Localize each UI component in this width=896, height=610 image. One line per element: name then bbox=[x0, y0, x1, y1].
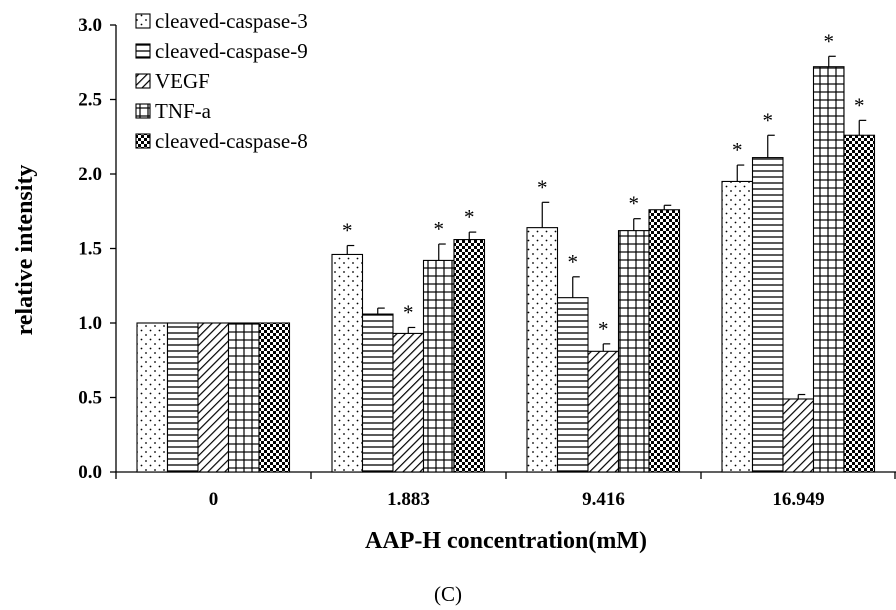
bar bbox=[556, 297, 589, 473]
bar bbox=[587, 350, 620, 473]
y-tick-label: 2.5 bbox=[78, 90, 102, 111]
bar bbox=[361, 313, 394, 473]
x-axis: 0 1.883 9.416 16.949 bbox=[115, 471, 896, 510]
significance-star: * bbox=[434, 217, 445, 241]
significance-star: * bbox=[854, 93, 865, 117]
significance-markers: * * * * * * * * * * * * bbox=[342, 29, 865, 341]
significance-star: * bbox=[629, 192, 640, 216]
legend-label: cleaved-caspase-8 bbox=[155, 129, 308, 153]
bar bbox=[331, 253, 364, 473]
y-tick-label: 1.5 bbox=[78, 239, 102, 260]
figure-caption: (C) bbox=[434, 582, 462, 606]
bar bbox=[648, 209, 681, 473]
y-axis-title: relative intensity bbox=[12, 165, 38, 336]
bar bbox=[258, 322, 291, 473]
significance-star: * bbox=[763, 108, 774, 132]
bar bbox=[392, 332, 425, 473]
error-bars bbox=[346, 55, 867, 399]
y-tick-label: 0.0 bbox=[78, 462, 102, 483]
x-tick-label: 0 bbox=[209, 489, 219, 510]
significance-star: * bbox=[732, 138, 743, 162]
bar bbox=[197, 322, 230, 473]
y-tick-label: 1.0 bbox=[78, 313, 102, 334]
y-tick-label: 3.0 bbox=[78, 15, 102, 36]
legend-label: cleaved-caspase-3 bbox=[155, 9, 308, 33]
bar bbox=[721, 180, 754, 473]
legend-label: TNF-a bbox=[155, 99, 212, 123]
legend-swatch bbox=[135, 103, 151, 119]
y-tick-label: 0.5 bbox=[78, 388, 102, 409]
y-axis: 0.0 0.5 1.0 1.5 2.0 2.5 3.0 bbox=[78, 15, 117, 483]
significance-star: * bbox=[403, 300, 414, 324]
legend-label: cleaved-caspase-9 bbox=[155, 39, 308, 63]
bar bbox=[453, 239, 486, 473]
bar bbox=[617, 230, 650, 473]
x-axis-title: AAP-H concentration(mM) bbox=[365, 528, 647, 554]
legend-swatch bbox=[135, 133, 151, 149]
legend-swatch bbox=[135, 43, 151, 59]
bar bbox=[136, 322, 169, 473]
bar bbox=[751, 157, 784, 473]
significance-star: * bbox=[824, 29, 835, 53]
significance-star: * bbox=[568, 250, 579, 274]
bar bbox=[812, 66, 845, 473]
bar bbox=[227, 322, 260, 473]
bar bbox=[166, 322, 199, 473]
significance-star: * bbox=[342, 219, 353, 243]
y-tick-label: 2.0 bbox=[78, 164, 102, 185]
x-tick-label: 1.883 bbox=[387, 489, 430, 510]
bar bbox=[526, 227, 559, 473]
legend-label: VEGF bbox=[155, 69, 210, 93]
bar bbox=[422, 259, 455, 473]
significance-star: * bbox=[598, 317, 609, 341]
bar bbox=[782, 398, 815, 473]
legend: cleaved-caspase-3 cleaved-caspase-9 VEGF TN… bbox=[135, 9, 308, 153]
legend-swatch bbox=[135, 73, 151, 89]
significance-star: * bbox=[537, 175, 548, 199]
bars bbox=[136, 66, 876, 473]
x-tick-label: 9.416 bbox=[582, 489, 625, 510]
bar bbox=[843, 134, 876, 473]
significance-star: * bbox=[464, 205, 475, 229]
legend-swatch bbox=[135, 13, 151, 29]
x-tick-label: 16.949 bbox=[772, 489, 824, 510]
